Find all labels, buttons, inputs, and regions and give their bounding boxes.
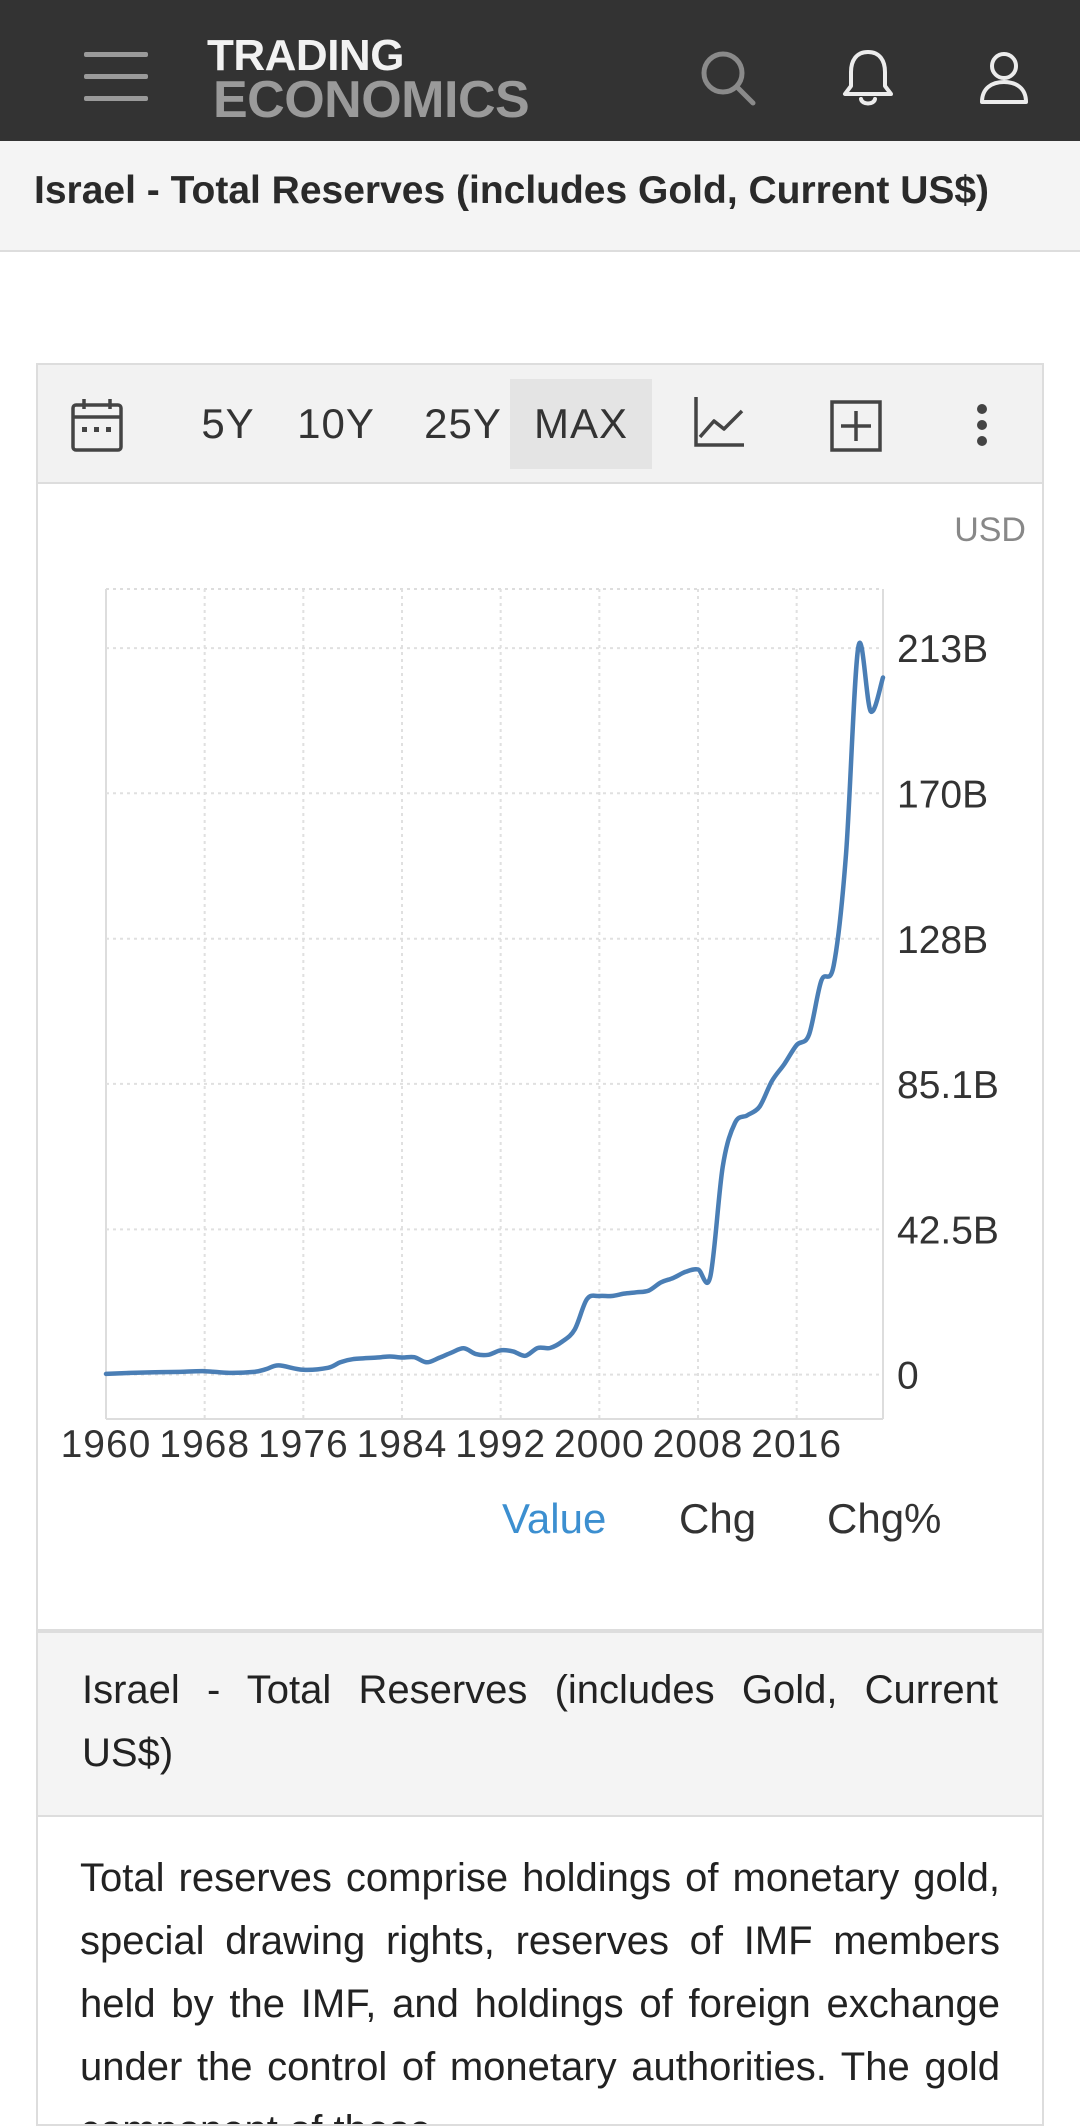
x-tick-label: 2016	[751, 1423, 842, 1466]
chart-toolbar: 5Y 10Y 25Y MAX	[38, 365, 1042, 484]
range-5y-button[interactable]: 5Y	[201, 400, 255, 447]
chart-unit-label: USD	[954, 511, 1026, 549]
chart-card: 5Y 10Y 25Y MAX USD 1960 1968 1976 1984	[36, 363, 1044, 1631]
user-icon[interactable]	[972, 46, 1036, 110]
x-tick-label: 1968	[159, 1423, 250, 1466]
description-heading: Israel - Total Reserves (includes Gold, …	[38, 1631, 1042, 1817]
calendar-icon[interactable]	[70, 397, 124, 458]
more-vertical-icon[interactable]	[975, 403, 989, 452]
chart-mode-tabs: Value Chg Chg%	[38, 1495, 1042, 1555]
tab-value[interactable]: Value	[502, 1495, 607, 1542]
x-tick-label: 1960	[61, 1423, 152, 1466]
bell-icon[interactable]	[836, 46, 900, 110]
y-tick-label: 0	[897, 1355, 919, 1398]
logo-line-2: ECONOMICS	[213, 71, 530, 129]
description-text: Total reserves comprise holdings of mone…	[80, 1856, 1000, 2124]
x-tick-label: 1984	[357, 1423, 448, 1466]
line-chart-icon[interactable]	[692, 395, 748, 456]
range-10y-button[interactable]: 10Y	[297, 400, 375, 447]
range-max-button[interactable]: MAX	[510, 379, 652, 469]
menu-icon[interactable]	[80, 48, 152, 102]
page-title: Israel - Total Reserves (includes Gold, …	[34, 169, 990, 212]
x-tick-label: 2000	[554, 1423, 645, 1466]
site-logo[interactable]: TRADING ECONOMICS	[207, 31, 530, 129]
add-box-icon[interactable]	[829, 399, 883, 458]
tab-chg[interactable]: Chg	[679, 1495, 757, 1542]
y-tick-label: 170B	[897, 773, 988, 816]
line-chart: 1960 1968 1976 1984 1992 2000 2008 2016 213B 170B…	[61, 588, 999, 1466]
y-tick-label: 85.1B	[897, 1064, 999, 1107]
y-tick-label: 128B	[897, 919, 988, 962]
y-tick-label: 42.5B	[897, 1209, 999, 1252]
tab-chg-percent[interactable]: Chg%	[827, 1495, 942, 1542]
top-navigation-bar: TRADING ECONOMICS	[0, 0, 1080, 141]
x-tick-label: 1976	[258, 1423, 349, 1466]
x-tick-label: 2008	[653, 1423, 744, 1466]
logo-line-1: TRADING	[207, 31, 404, 80]
page-title-bar: Israel - Total Reserves (includes Gold, …	[0, 141, 1080, 252]
search-icon[interactable]	[696, 46, 760, 110]
series-line	[103, 640, 886, 1377]
y-tick-label: 213B	[897, 628, 988, 671]
description-panel: Israel - Total Reserves (includes Gold, …	[36, 1631, 1044, 2126]
x-tick-label: 1992	[455, 1423, 546, 1466]
range-25y-button[interactable]: 25Y	[424, 400, 502, 447]
